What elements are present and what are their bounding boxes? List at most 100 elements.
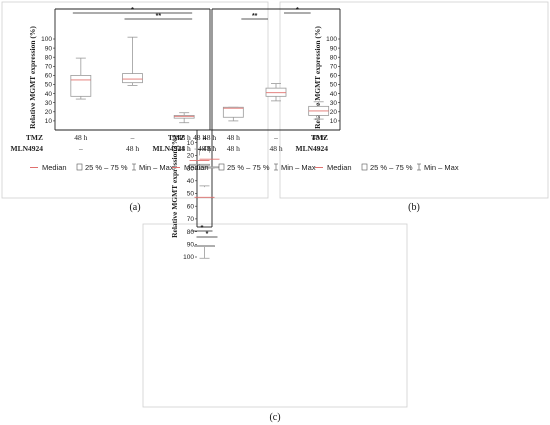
condition-row-label: TMZ [168,133,185,142]
significance-marker: * [201,225,204,232]
box-2 [194,185,215,259]
y-tick-label: 20 [45,109,53,116]
legend-range-label: Min – Max [281,163,316,172]
iqr-box [70,75,92,97]
condition-value: 48 h [74,133,87,142]
y-tick-label: 80 [45,54,53,61]
legend-median-label: Median [184,163,209,172]
iqr-box [194,245,215,247]
y-tick-label: 100 [326,36,337,43]
legend-range-label: Min – Max [424,163,459,172]
y-tick-label: 50 [187,191,195,198]
iqr-box [265,87,287,97]
y-tick-label: 10 [330,118,338,125]
box-3 [199,146,220,169]
condition-value: – [78,144,83,153]
condition-row-label: MLN4924 [296,144,329,153]
box-2 [265,83,287,102]
y-tick-label: 20 [187,153,195,160]
legend-median-label: Median [42,163,67,172]
box-1 [308,101,330,120]
significance-marker: ** [156,13,162,20]
panel-b: 10 20 30 40 50 60 70 80 90 100 Relative MGMT expre… [211,1,549,213]
y-tick-label: 40 [187,178,195,185]
legend-box-swatch [218,163,225,171]
y-tick-label: 70 [45,64,53,71]
y-axis-label: Relative MGMT expression (%) [170,135,179,238]
iqr-box [189,163,210,166]
condition-row-label: TMZ [26,133,43,142]
panel-frame [279,1,549,199]
y-tick-label: 70 [330,64,338,71]
panel-a: 10 20 30 40 50 60 70 80 90 100 Relative MGMT expre… [1,1,269,213]
y-tick-label: 20 [330,109,338,116]
legend-median-label: Median [327,163,352,172]
panel-caption: (a) [129,202,140,213]
iqr-box [222,106,244,118]
condition-value: 48 h [227,133,240,142]
box-2 [122,36,143,86]
box-3 [222,106,244,122]
panel-frame [142,223,408,408]
legend-box-label: 25 % – 75 % [370,163,413,172]
y-tick-label: 50 [330,82,338,89]
y-tick-label: 10 [187,140,195,147]
significance-marker: ** [252,13,258,20]
y-tick-label: 30 [330,100,338,107]
condition-row-label: MLN4924 [11,144,44,153]
legend-box-label: 25 % – 75 % [227,163,270,172]
y-tick-label: 70 [187,216,195,223]
legend-box-swatch [361,163,368,171]
panel-c: 10 20 30 40 50 60 70 80 90 100 Relative MGMT expre… [142,129,408,423]
y-tick-label: 10 [45,118,53,125]
box-1 [70,57,92,100]
y-tick-label: 80 [330,54,338,61]
significance-marker: * [206,231,209,238]
condition-value: 48 h [312,133,325,142]
significance-marker: * [296,7,299,14]
legend-box-swatch [76,163,83,171]
condition-value: – [316,144,321,153]
legend-range-label: Min – Max [139,163,174,172]
panel-caption: (c) [269,412,280,423]
condition-value: 48 h [178,133,191,142]
y-axis-label: Relative MGMT expression (%) [28,26,37,129]
condition-value: 48 h [269,144,282,153]
legend: Median 25 % – 75 % Min – Max [172,163,316,172]
condition-value: – [202,133,207,142]
condition-value: 48 h [178,144,191,153]
panel-caption: (b) [408,202,420,213]
box-3 [173,112,195,124]
condition-value: 48 h [203,144,216,153]
y-tick-label: 40 [330,91,338,98]
y-tick-label: 90 [45,45,53,52]
y-tick-label: 90 [187,242,195,249]
box-1 [189,148,210,170]
y-tick-label: 100 [41,36,52,43]
iqr-box [122,73,143,84]
y-tick-label: 60 [187,203,195,210]
condition-value: 48 h [227,144,240,153]
y-axis-label: Relative MGMT expression (%) [313,26,322,129]
y-tick-label: 90 [330,45,338,52]
condition-value: 48 h [203,133,216,142]
y-tick-label: 100 [183,254,194,261]
y-tick-label: 80 [187,229,195,236]
legend: Median 25 % – 75 % Min – Max [315,163,459,172]
y-tick-label: 50 [45,82,53,89]
iqr-box [173,115,195,119]
condition-row-label: TMZ [311,133,328,142]
y-tick-label: 40 [45,91,53,98]
condition-value: 48 h [126,144,139,153]
condition-value: – [273,133,278,142]
condition-value: – [130,133,135,142]
y-tick-label: 60 [330,73,338,80]
condition-value: 48 h [198,144,211,153]
legend: Median 25 % – 75 % Min – Max [30,163,174,172]
significance-marker: * [131,7,134,14]
condition-row-label: MLN4924 [153,144,186,153]
panel-frame [1,1,269,199]
condition-value: – [197,144,202,153]
condition-value: 48 h [193,133,206,142]
